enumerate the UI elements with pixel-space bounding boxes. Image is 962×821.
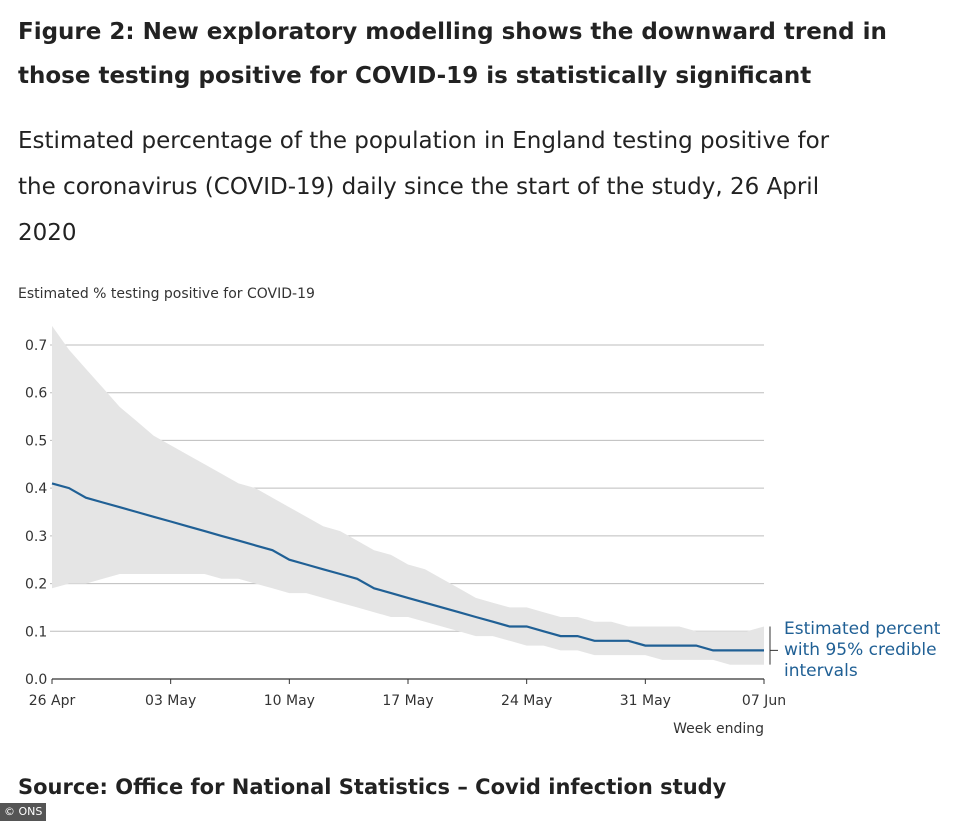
annotation-line-3: intervals — [784, 661, 858, 681]
line-chart: 0.0 0.1 0.2 0.3 0.4 0.5 0.6 0.7 26 Apr 03 May 10 … — [25, 325, 941, 737]
x-tick-label: 17 May — [382, 693, 433, 709]
source-note: Source: Office for National Statistics –… — [18, 775, 727, 799]
figure-subtitle: Estimated percentage of the population i… — [18, 128, 830, 246]
y-tick-label: 0.7 — [25, 338, 47, 354]
y-tick-label: 0.6 — [25, 386, 47, 402]
y-tick-label: 0.3 — [25, 529, 47, 545]
y-tick-label: 0.4 — [25, 481, 47, 497]
ons-credit-badge: © ONS — [0, 803, 47, 821]
x-tick-label: 10 May — [264, 693, 315, 709]
y-tick-label: 0.5 — [25, 433, 47, 449]
annotation-line-2: with 95% credible — [784, 640, 937, 660]
credible-interval-band — [52, 325, 764, 665]
annotation-bracket — [769, 626, 778, 665]
y-tick-label: 0.2 — [25, 577, 47, 593]
y-axis-ticks: 0.0 0.1 0.2 0.3 0.4 0.5 0.6 0.7 — [25, 338, 47, 688]
x-tick-label: 03 May — [145, 693, 196, 709]
y-tick-label: 0.1 — [25, 624, 47, 640]
figure-title: Figure 2: New exploratory modelling show… — [18, 19, 887, 89]
estimate-line — [51, 482, 764, 652]
y-tick-label: 0.0 — [25, 672, 47, 688]
annotation-line-1: Estimated percent — [784, 619, 941, 639]
x-tick-label: 07 Jun — [742, 693, 786, 709]
x-axis-label: Week ending — [673, 721, 764, 737]
x-axis-ticks: 26 Apr 03 May 10 May 17 May 24 May 31 May 07 J… — [29, 679, 786, 709]
x-tick-label: 24 May — [501, 693, 552, 709]
x-tick-label: 31 May — [620, 693, 671, 709]
y-axis-label: Estimated % testing positive for COVID-1… — [18, 286, 315, 302]
x-tick-label: 26 Apr — [29, 693, 76, 709]
